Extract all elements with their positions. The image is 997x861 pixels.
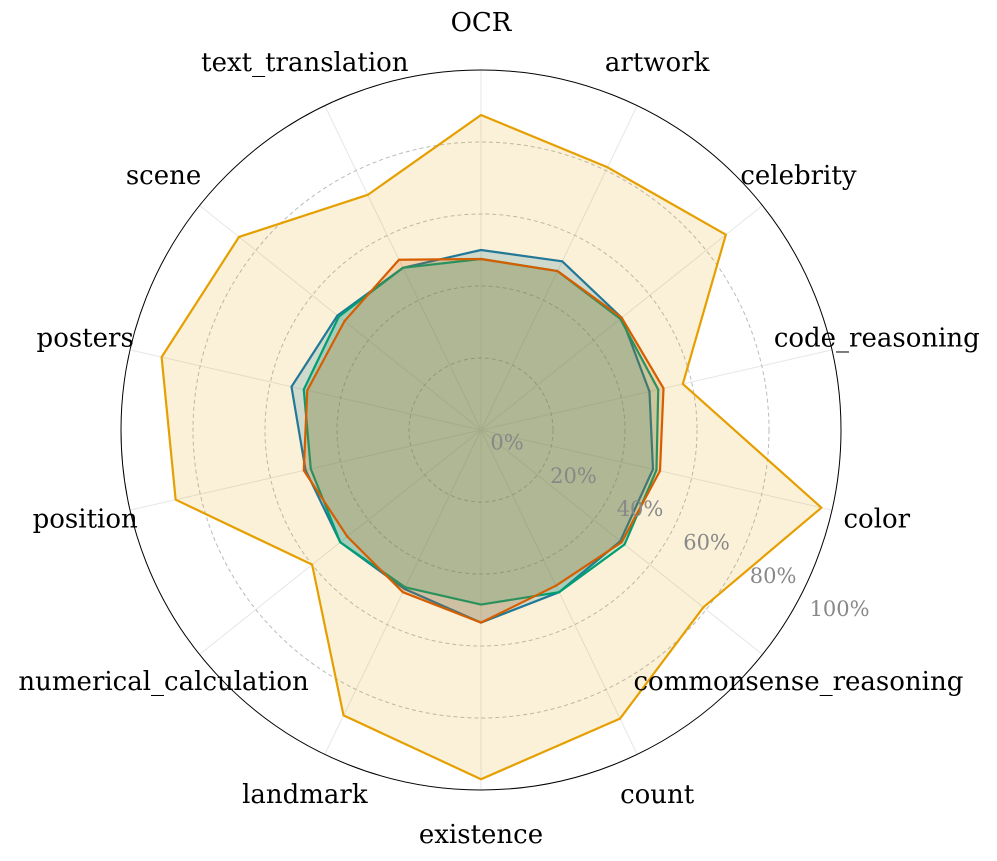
category-label: count	[620, 780, 695, 810]
category-label: position	[33, 504, 138, 534]
category-label: scene	[126, 161, 201, 191]
r-tick-label: 60%	[683, 530, 730, 554]
r-tick-label: 20%	[550, 464, 597, 488]
grid-circle	[192, 141, 770, 719]
spoke	[129, 349, 482, 431]
category-label: numerical_calculation	[18, 667, 309, 697]
grid-circle	[264, 213, 698, 647]
spoke	[199, 205, 482, 431]
category-label: color	[844, 504, 911, 534]
grid-circle	[336, 285, 626, 575]
category-label: artwork	[605, 48, 710, 78]
r-tick-label: 0%	[490, 431, 523, 455]
r-tick-label: 100%	[810, 597, 870, 621]
category-label: existence	[419, 820, 543, 850]
category-label: posters	[37, 324, 134, 354]
category-label: celebrity	[740, 161, 856, 191]
spoke	[480, 349, 833, 431]
grid-circle	[408, 357, 554, 503]
category-label: commonsense_reasoning	[633, 667, 963, 697]
r-tick-label: 80%	[750, 564, 797, 588]
outer-circle	[120, 69, 842, 791]
category-label: OCR	[451, 8, 513, 38]
category-label: text_translation	[201, 48, 409, 78]
category-label: landmark	[242, 780, 368, 810]
series-area	[302, 257, 660, 606]
spoke	[480, 105, 638, 431]
series-area	[160, 113, 823, 781]
r-tick-label: 40%	[617, 497, 664, 521]
category-label: code_reasoning	[774, 324, 980, 354]
series-area	[302, 257, 665, 624]
